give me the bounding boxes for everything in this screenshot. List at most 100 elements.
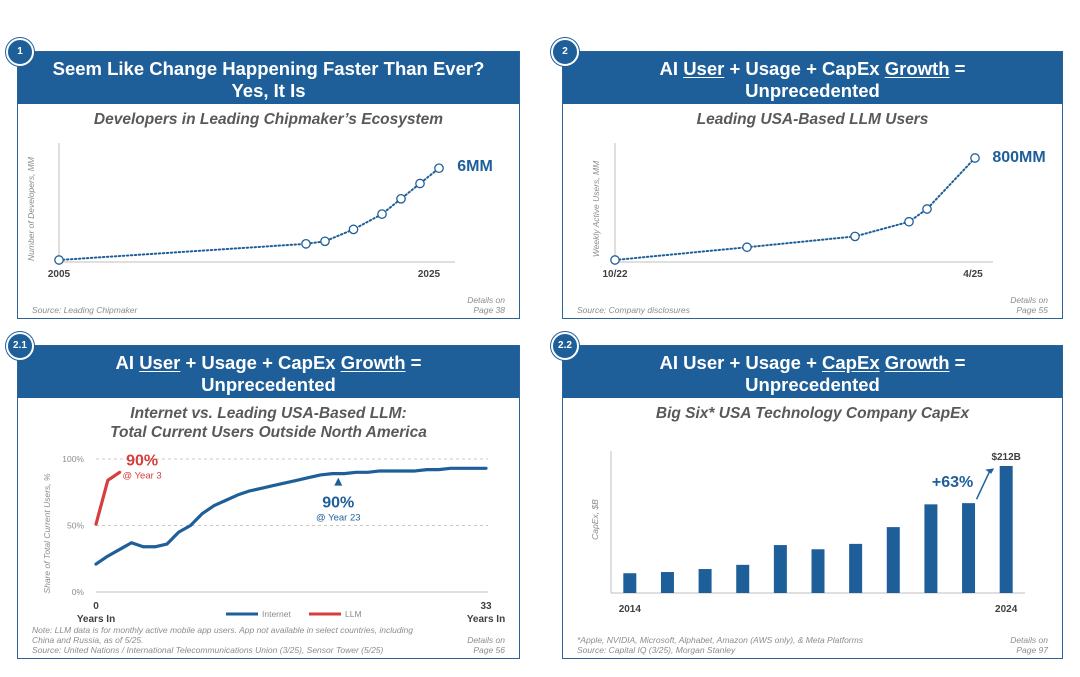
bar-2017 <box>736 564 750 593</box>
note-line2: China and Russia, as of 5/25. <box>32 635 144 645</box>
title-text: AI User + Usage + <box>659 352 823 373</box>
data-point <box>434 163 444 174</box>
y-axis-label: CapEx, $B <box>590 499 600 540</box>
annotation-llm-sub: @ Year 3 <box>122 471 161 482</box>
chart-developers: Number of Developers, MM 2005 2025 6MM <box>26 143 493 280</box>
growth-arrow-icon <box>975 469 991 500</box>
bar-2018 <box>773 545 787 593</box>
panel-header: AI User + Usage + CapEx Growth = Unprece… <box>563 346 1062 398</box>
bar-2022 <box>924 504 938 593</box>
x-tick-label: 2014 <box>619 604 642 615</box>
growth-annotation: +63% <box>932 474 973 491</box>
panel-badge: 2.1 <box>6 332 34 360</box>
details-note: Details on Page 55 <box>1010 295 1048 315</box>
x-tick-label: 10/22 <box>602 269 627 280</box>
y-tick-label: 0% <box>72 587 85 597</box>
bar-2020 <box>849 543 863 593</box>
title-text: = <box>949 58 966 79</box>
panel-title-line2: Unprecedented <box>745 80 880 101</box>
data-point <box>54 255 64 265</box>
source-note: Source: Company disclosures <box>577 305 690 315</box>
annotation-internet-sub: @ Year 23 <box>316 513 361 524</box>
title-text: + Usage + CapEx <box>180 352 341 373</box>
bar-2015 <box>660 572 674 593</box>
panel-badge: 2 <box>551 38 579 66</box>
legend-label-internet: Internet <box>262 609 291 619</box>
panel-title-line2: Unprecedented <box>201 374 336 395</box>
chart-subtitle-line2: Total Current Users Outside North Americ… <box>110 424 427 441</box>
title-underlined-growth: Growth <box>884 352 950 373</box>
data-point <box>922 204 932 214</box>
panel-capex: AI User + Usage + CapEx Growth = Unprece… <box>562 345 1063 659</box>
panel-header: AI User + Usage + CapEx Growth = Unprece… <box>18 346 519 398</box>
source-note: Source: Capital IQ (3/25), Morgan Stanle… <box>577 645 736 655</box>
bar-2024 <box>999 466 1013 593</box>
data-point <box>377 209 387 219</box>
panel-title-line1: Seem Like Change Happening Faster Than E… <box>52 58 485 79</box>
data-point <box>970 153 980 163</box>
chart-subtitle: Big Six* USA Technology Company CapEx <box>655 405 970 422</box>
chart-subtitle-line1: Internet vs. Leading USA-Based LLM: <box>130 405 407 422</box>
bar-2023 <box>962 503 976 593</box>
series-line <box>58 167 440 261</box>
data-point <box>904 216 914 227</box>
data-point <box>348 224 359 235</box>
y-axis-label: Weekly Active Users, MM <box>591 160 601 257</box>
data-point <box>742 242 752 253</box>
footnote: Note: LLM data is for monthly active mob… <box>32 625 413 655</box>
note-line1: *Apple, NVIDIA, Microsoft, Alphabet, Ama… <box>577 635 863 645</box>
chart-internet-vs-llm: 0% 50% 100% Share of Total Current Users, %… <box>42 453 505 625</box>
annotation-arrow-icon <box>334 477 343 486</box>
x-axis-label: Years In <box>77 614 115 625</box>
title-underlined-growth: Growth <box>340 352 406 373</box>
details-line2: Page 55 <box>1016 305 1048 315</box>
x-axis-label: Years In <box>467 614 505 625</box>
panel-badge: 1 <box>6 38 34 66</box>
title-text: AI <box>115 352 140 373</box>
y-axis-label: Number of Developers, MM <box>26 156 36 261</box>
bar-2019 <box>811 549 825 593</box>
panel-title-line1: AI User + Usage + CapEx Growth = <box>563 58 1062 80</box>
details-line1: Details on <box>467 295 505 305</box>
source-note: Source: Leading Chipmaker <box>32 305 138 315</box>
title-underlined-user: User <box>139 352 181 373</box>
panel-llm-users: AI User + Usage + CapEx Growth = Unprece… <box>562 51 1063 319</box>
title-text: + Usage + CapEx <box>724 58 885 79</box>
panel-badge: 2.2 <box>551 332 579 360</box>
x-tick-label: 2005 <box>48 269 71 280</box>
chart-llm-users: Weekly Active Users, MM 10/22 4/25 800MM <box>591 143 1046 280</box>
data-point <box>396 193 406 204</box>
legend-label-llm: LLM <box>345 609 362 619</box>
series-line-llm <box>94 470 122 526</box>
data-point <box>850 231 860 242</box>
data-label-last: $212B <box>991 452 1020 463</box>
details-note: Details on Page 97 <box>1010 635 1048 655</box>
title-text: AI <box>659 58 684 79</box>
annotation-llm-value: 90% <box>126 453 158 470</box>
data-point <box>320 236 330 247</box>
details-line2: Page 38 <box>473 305 505 315</box>
details-line2: Page 97 <box>1016 645 1048 655</box>
source-note: Source: United Nations / International T… <box>32 645 384 655</box>
title-text: = <box>949 352 966 373</box>
bar-2014 <box>623 573 637 593</box>
footnote: *Apple, NVIDIA, Microsoft, Alphabet, Ama… <box>577 635 863 655</box>
y-tick-label: 100% <box>62 454 84 464</box>
details-line1: Details on <box>1010 635 1048 645</box>
details-note: Details on Page 56 <box>467 635 505 655</box>
chart-subtitle: Developers in Leading Chipmaker’s Ecosys… <box>93 111 444 128</box>
series-line <box>614 157 976 261</box>
chart-capex: CapEx, $B 2014 2024 $212B +63% <box>590 451 1025 615</box>
panel-internet-vs-llm: AI User + Usage + CapEx Growth = Unprece… <box>17 345 520 659</box>
chart-subtitle: Internet vs. Leading USA-Based LLM: Tota… <box>18 404 519 442</box>
panel-header: Seem Like Change Happening Faster Than E… <box>18 52 519 104</box>
panel-title-line2: Unprecedented <box>745 374 880 395</box>
annotation-internet-value: 90% <box>322 495 354 512</box>
data-point <box>415 178 425 189</box>
x-tick-label: 2024 <box>995 604 1018 615</box>
bar-2016 <box>698 569 712 593</box>
x-tick-label: 33 <box>480 601 492 612</box>
details-line1: Details on <box>1010 295 1048 305</box>
panel-title-line1: AI User + Usage + CapEx Growth = <box>18 352 519 374</box>
title-underlined-user: User <box>683 58 725 79</box>
